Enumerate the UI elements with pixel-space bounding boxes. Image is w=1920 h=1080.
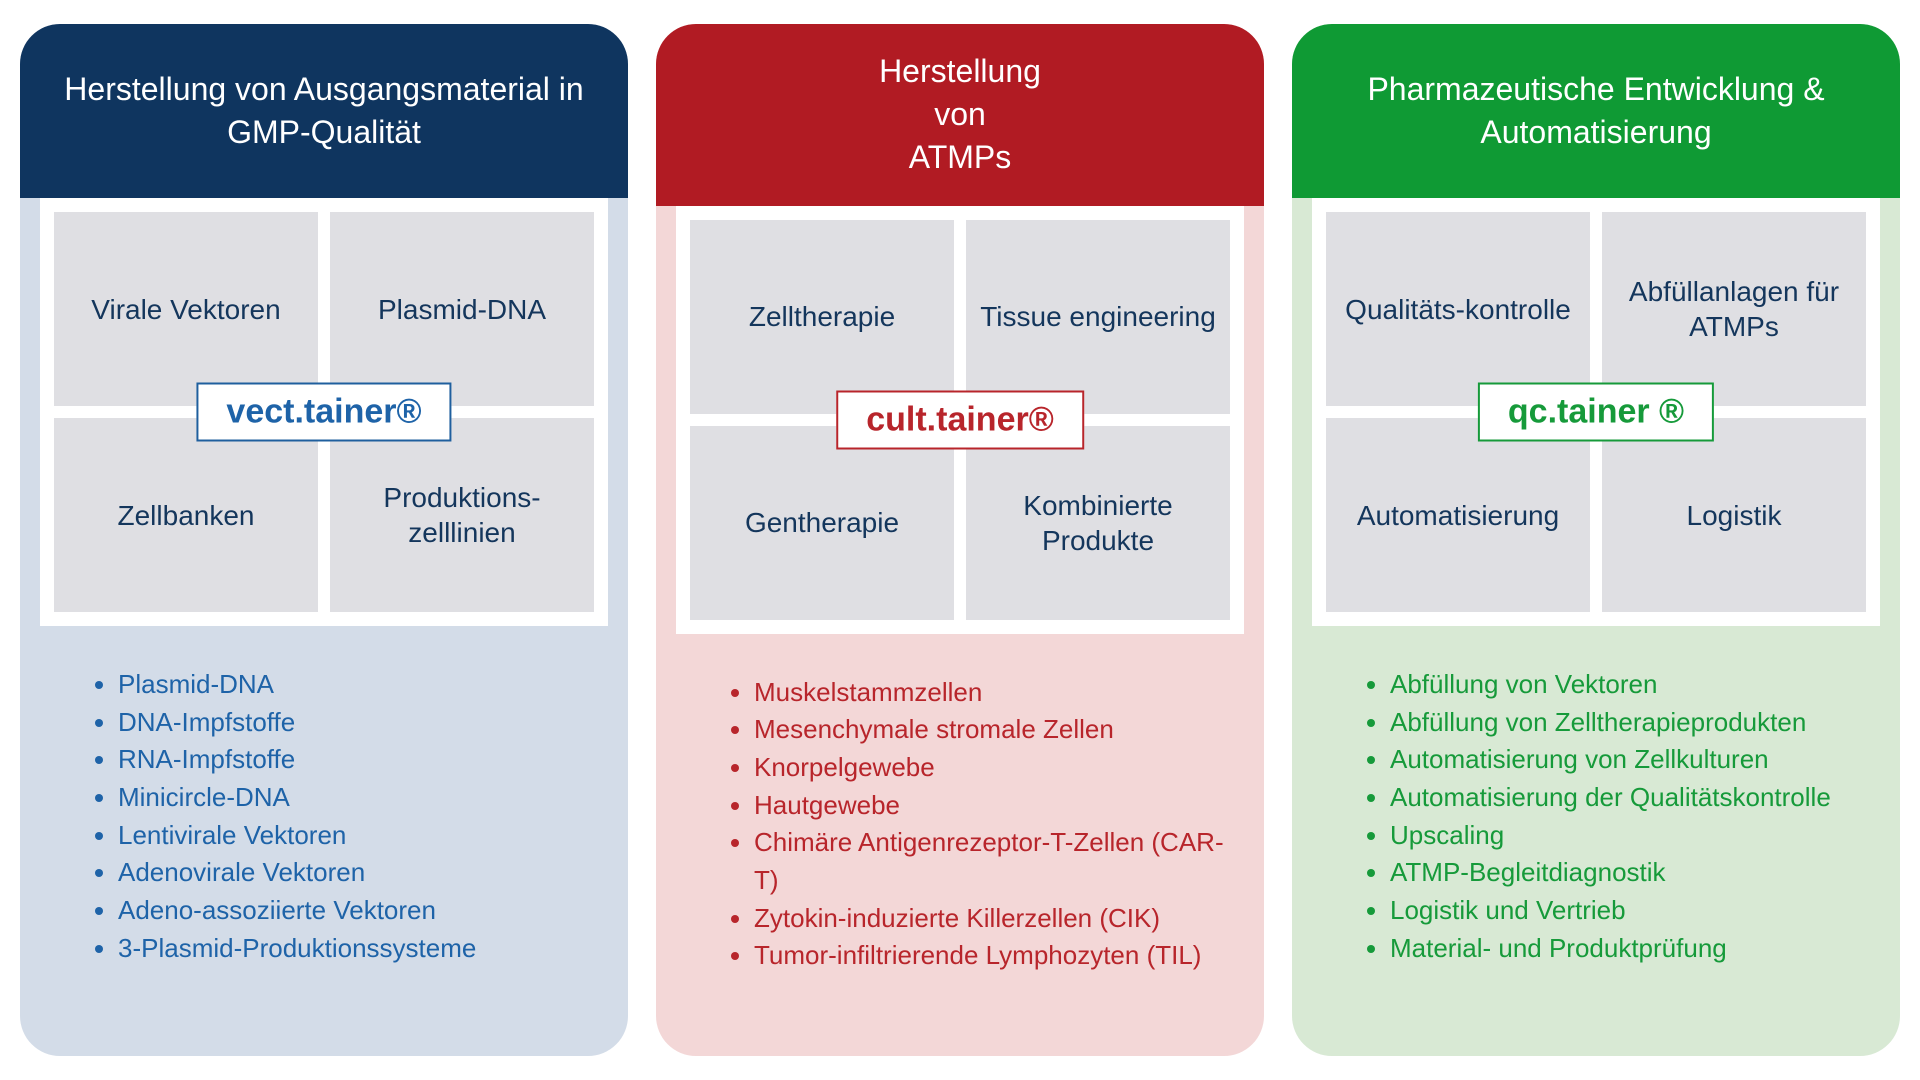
- list-item: Material- und Produktprüfung: [1390, 930, 1864, 968]
- quad-cell: Virale Vektoren: [54, 212, 318, 406]
- panel-header: Herstellung von Ausgangsmaterial in GMP-…: [20, 24, 628, 198]
- list-item: Zytokin-induzierte Killerzellen (CIK): [754, 900, 1228, 938]
- list-item: Abfüllung von Zelltherapieprodukten: [1390, 704, 1864, 742]
- list-item: Chimäre Antigenrezeptor-T-Zellen (CAR-T): [754, 824, 1228, 899]
- quad-wrap: Qualitäts-kontrolle Abfüllanlagen für AT…: [1312, 198, 1880, 626]
- quad-cell: Zelltherapie: [690, 220, 954, 414]
- quad-cell: Automatisierung: [1326, 418, 1590, 612]
- list-item: Muskelstammzellen: [754, 674, 1228, 712]
- list-item: Abfüllung von Vektoren: [1390, 666, 1864, 704]
- list-item: RNA-Impfstoffe: [118, 741, 592, 779]
- list-item: 3-Plasmid-Produktionssysteme: [118, 930, 592, 968]
- quad-wrap: Zelltherapie Tissue engineering Genthera…: [676, 206, 1244, 634]
- list-item: Lentivirale Vektoren: [118, 817, 592, 855]
- panel-gmp: Herstellung von Ausgangsmaterial in GMP-…: [20, 24, 628, 1056]
- list-item: Mesenchymale stromale Zellen: [754, 711, 1228, 749]
- list-item: Minicircle-DNA: [118, 779, 592, 817]
- bullet-list: Plasmid-DNA DNA-Impfstoffe RNA-Impfstoff…: [20, 626, 628, 1056]
- quad-cell: Logistik: [1602, 418, 1866, 612]
- list-item: Automatisierung von Zellkulturen: [1390, 741, 1864, 779]
- list-item: Automatisierung der Qualitätskontrolle: [1390, 779, 1864, 817]
- list-item: DNA-Impfstoffe: [118, 704, 592, 742]
- bullet-list: Muskelstammzellen Mesenchymale stromale …: [656, 634, 1264, 1056]
- panel-header: Pharmazeutische Entwicklung & Automatisi…: [1292, 24, 1900, 198]
- panel-pharma: Pharmazeutische Entwicklung & Automatisi…: [1292, 24, 1900, 1056]
- panel-header: Herstellung von ATMPs: [656, 24, 1264, 206]
- quad-cell: Kombinierte Produkte: [966, 426, 1230, 620]
- product-badge: vect.tainer®: [196, 383, 451, 442]
- quad-cell: Gentherapie: [690, 426, 954, 620]
- product-badge: cult.tainer®: [836, 390, 1084, 449]
- bullet-list: Abfüllung von Vektoren Abfüllung von Zel…: [1292, 626, 1900, 1056]
- quad-cell: Qualitäts-kontrolle: [1326, 212, 1590, 406]
- list-item: Plasmid-DNA: [118, 666, 592, 704]
- quad-cell: Produktions-zelllinien: [330, 418, 594, 612]
- list-item: Upscaling: [1390, 817, 1864, 855]
- list-item: Knorpelgewebe: [754, 749, 1228, 787]
- list-item: ATMP-Begleitdiagnostik: [1390, 854, 1864, 892]
- product-badge: qc.tainer ®: [1478, 383, 1714, 442]
- list-item: Tumor-infiltrierende Lymphozyten (TIL): [754, 937, 1228, 975]
- quad-cell: Zellbanken: [54, 418, 318, 612]
- quad-wrap: Virale Vektoren Plasmid-DNA Zellbanken P…: [40, 198, 608, 626]
- list-item: Logistik und Vertrieb: [1390, 892, 1864, 930]
- quad-cell: Plasmid-DNA: [330, 212, 594, 406]
- list-item: Adenovirale Vektoren: [118, 854, 592, 892]
- list-item: Hautgewebe: [754, 787, 1228, 825]
- list-item: Adeno-assoziierte Vektoren: [118, 892, 592, 930]
- quad-cell: Abfüllanlagen für ATMPs: [1602, 212, 1866, 406]
- panel-atmp: Herstellung von ATMPs Zelltherapie Tissu…: [656, 24, 1264, 1056]
- quad-cell: Tissue engineering: [966, 220, 1230, 414]
